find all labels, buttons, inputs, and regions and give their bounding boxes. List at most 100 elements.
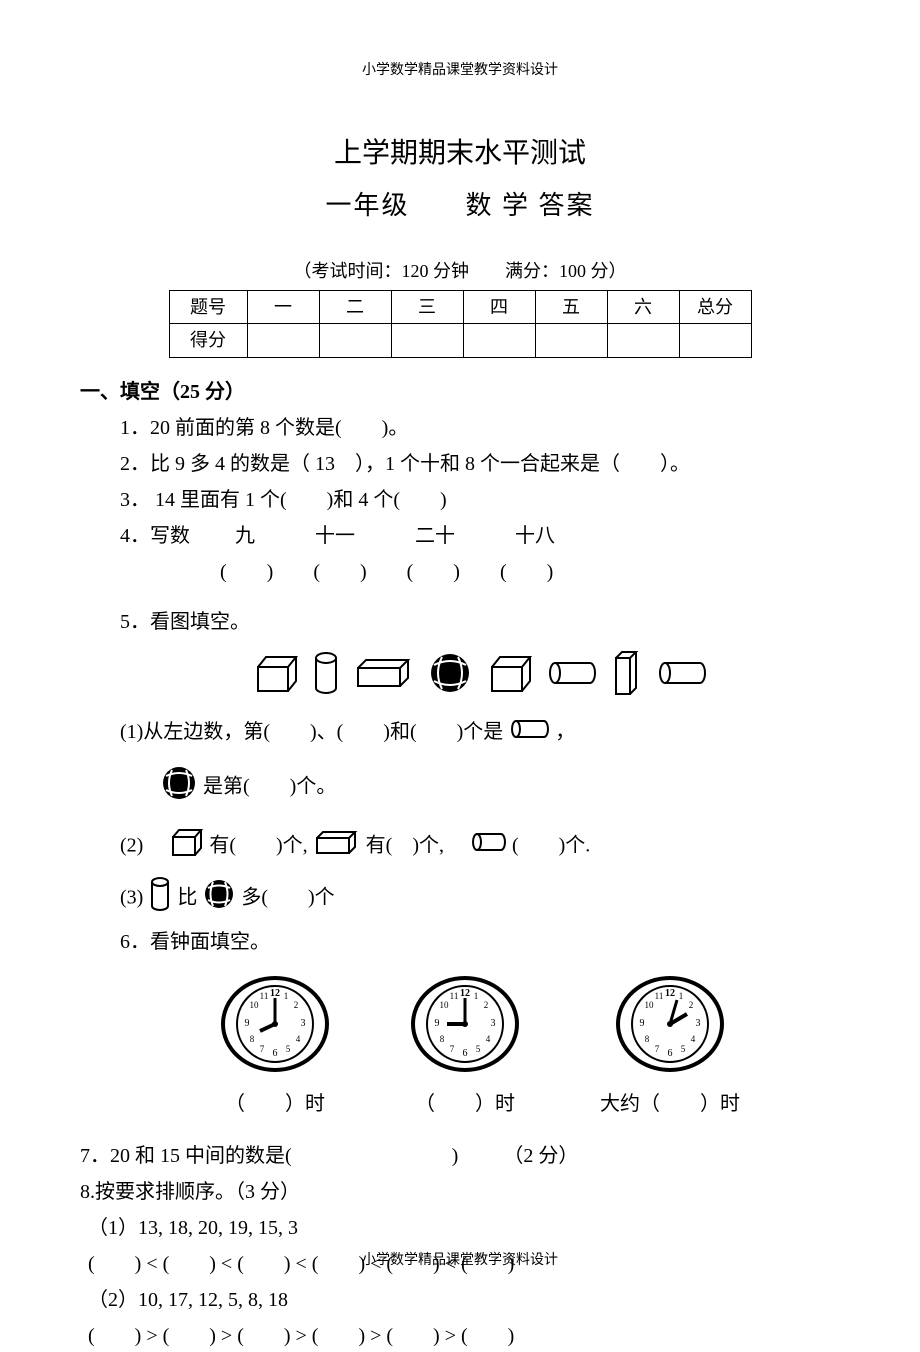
svg-text:1: 1 <box>284 991 289 1001</box>
table-cell <box>247 324 319 358</box>
table-cell: 六 <box>607 290 679 324</box>
svg-text:10: 10 <box>440 1000 450 1010</box>
table-cell: 总分 <box>679 290 751 324</box>
svg-text:11: 11 <box>450 991 459 1001</box>
q5-3-c: 多( )个 <box>241 886 334 908</box>
clock-2-label: （ ）时 <box>410 1088 520 1120</box>
svg-text:6: 6 <box>273 1048 278 1059</box>
svg-text:5: 5 <box>476 1044 481 1054</box>
svg-text:4: 4 <box>486 1034 491 1044</box>
shapes-row <box>120 648 840 698</box>
q5-3-a: (3) <box>120 886 143 908</box>
table-cell: 题号 <box>169 290 247 324</box>
q5-3-b: 比 <box>177 886 197 908</box>
svg-text:9: 9 <box>245 1018 250 1029</box>
svg-text:4: 4 <box>691 1034 696 1044</box>
q5-ball-text: 是第( )个。 <box>203 775 336 797</box>
svg-text:10: 10 <box>645 1000 655 1010</box>
question-2: 2．比 9 多 4 的数是（ 13 ），1 个十和 8 个一合起来是（ ）。 <box>120 448 840 480</box>
cuboid-icon <box>354 656 414 690</box>
clock-1-label: （ ）时 <box>220 1088 330 1120</box>
question-8-1: （1）13, 18, 20, 19, 15, 3 <box>88 1212 840 1244</box>
svg-text:2: 2 <box>294 1000 299 1010</box>
clocks-row: 12 11 1 10 2 9 3 8 4 7 5 6 （ ）时 <box>120 974 840 1120</box>
clock-2: 12 11 1 10 2 9 3 8 4 7 5 6 （ ）时 <box>410 974 520 1120</box>
ball-icon <box>160 764 198 812</box>
clock-1: 12 11 1 10 2 9 3 8 4 7 5 6 （ ）时 <box>220 974 330 1120</box>
table-cell <box>391 324 463 358</box>
table-cell: 五 <box>535 290 607 324</box>
q5-2-c: 有( )个, <box>366 834 469 856</box>
question-3: 3． 14 里面有 1 个( )和 4 个( ) <box>120 484 840 516</box>
question-5-2: (2) 有( )个, 有( )个, ( )个. <box>120 826 840 868</box>
svg-text:11: 11 <box>655 991 664 1001</box>
cylinder-horizontal-icon <box>656 659 708 687</box>
question-5: 5．看图填空。 <box>120 606 840 638</box>
title-sub: 一年级 数 学 答案 <box>80 185 840 227</box>
svg-text:8: 8 <box>440 1034 445 1044</box>
table-cell: 二 <box>319 290 391 324</box>
svg-text:11: 11 <box>260 991 269 1001</box>
table-cell <box>463 324 535 358</box>
table-cell <box>319 324 391 358</box>
section-1-title: 一、填空（25 分） <box>80 376 840 408</box>
clock-icon: 12 11 1 10 2 9 3 8 4 7 5 6 <box>410 974 520 1074</box>
clock-icon: 12 11 1 10 2 9 3 8 4 7 5 6 <box>615 974 725 1074</box>
cylinder-horizontal-icon <box>469 831 507 863</box>
svg-text:10: 10 <box>250 1000 260 1010</box>
exam-info: （考试时间：120 分钟 满分：100 分） <box>80 257 840 286</box>
q5-1-text-b: ， <box>555 721 575 743</box>
svg-text:6: 6 <box>463 1048 468 1059</box>
header-text: 小学数学精品课堂教学资料设计 <box>80 60 840 82</box>
question-6: 6．看钟面填空。 <box>120 926 840 958</box>
question-4b: ( ) ( ) ( ) ( ) <box>220 556 840 588</box>
svg-text:1: 1 <box>474 991 479 1001</box>
svg-text:2: 2 <box>484 1000 489 1010</box>
table-cell: 一 <box>247 290 319 324</box>
question-5-3: (3) 比 多( )个 <box>120 876 840 922</box>
cube-icon <box>252 653 298 693</box>
question-7: 7．20 和 15 中间的数是( ) （2 分） <box>80 1140 840 1172</box>
question-8-2-cmp: ( ) > ( ) > ( ) > ( ) > ( ) > ( ) <box>88 1320 840 1352</box>
question-5-ball: 是第( )个。 <box>160 764 840 812</box>
ball-icon <box>428 651 472 695</box>
cube-icon <box>168 826 204 868</box>
q5-1-text-a: (1)从左边数，第( )、( )和( )个是 <box>120 721 503 743</box>
q5-2-b: 有( )个, <box>209 834 312 856</box>
cylinder-horizontal-icon <box>546 659 598 687</box>
table-cell <box>607 324 679 358</box>
question-1: 1．20 前面的第 8 个数是( )。 <box>120 412 840 444</box>
svg-text:9: 9 <box>640 1018 645 1029</box>
svg-text:7: 7 <box>655 1044 660 1054</box>
question-5-1: (1)从左边数，第( )、( )和( )个是 ， <box>120 716 840 749</box>
cuboid-vertical-icon <box>612 648 642 698</box>
svg-text:12: 12 <box>665 988 675 999</box>
svg-text:2: 2 <box>689 1000 694 1010</box>
svg-text:9: 9 <box>435 1018 440 1029</box>
question-4a: 4．写数 九 十一 二十 十八 <box>120 520 840 552</box>
q5-2-d: ( )个. <box>512 834 590 856</box>
svg-text:12: 12 <box>270 988 280 999</box>
question-8: 8.按要求排顺序。（3 分） <box>80 1176 840 1208</box>
question-8-2: （2）10, 17, 12, 5, 8, 18 <box>88 1284 840 1316</box>
svg-text:1: 1 <box>679 991 684 1001</box>
table-cell: 得分 <box>169 324 247 358</box>
table-cell: 四 <box>463 290 535 324</box>
svg-text:6: 6 <box>668 1048 673 1059</box>
cylinder-icon <box>148 876 172 922</box>
table-row: 题号 一 二 三 四 五 六 总分 <box>169 290 751 324</box>
score-table: 题号 一 二 三 四 五 六 总分 得分 <box>169 290 752 359</box>
svg-text:3: 3 <box>491 1018 496 1029</box>
footer-text: 小学数学精品课堂教学资料设计 <box>0 1250 920 1272</box>
clock-3: 12 11 1 10 2 9 3 8 4 7 5 6 大约（ ）时 <box>600 974 740 1120</box>
svg-text:5: 5 <box>681 1044 686 1054</box>
cylinder-horizontal-icon <box>508 718 550 750</box>
table-cell <box>535 324 607 358</box>
svg-text:7: 7 <box>450 1044 455 1054</box>
table-cell: 三 <box>391 290 463 324</box>
clock-3-label: 大约（ ）时 <box>600 1088 740 1120</box>
q5-2-a: (2) <box>120 834 163 856</box>
cube-icon <box>486 653 532 693</box>
svg-text:7: 7 <box>260 1044 265 1054</box>
svg-text:3: 3 <box>301 1018 306 1029</box>
